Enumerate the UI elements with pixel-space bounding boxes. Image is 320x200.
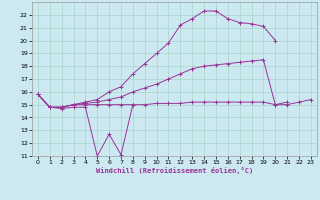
X-axis label: Windchill (Refroidissement éolien,°C): Windchill (Refroidissement éolien,°C): [96, 167, 253, 174]
